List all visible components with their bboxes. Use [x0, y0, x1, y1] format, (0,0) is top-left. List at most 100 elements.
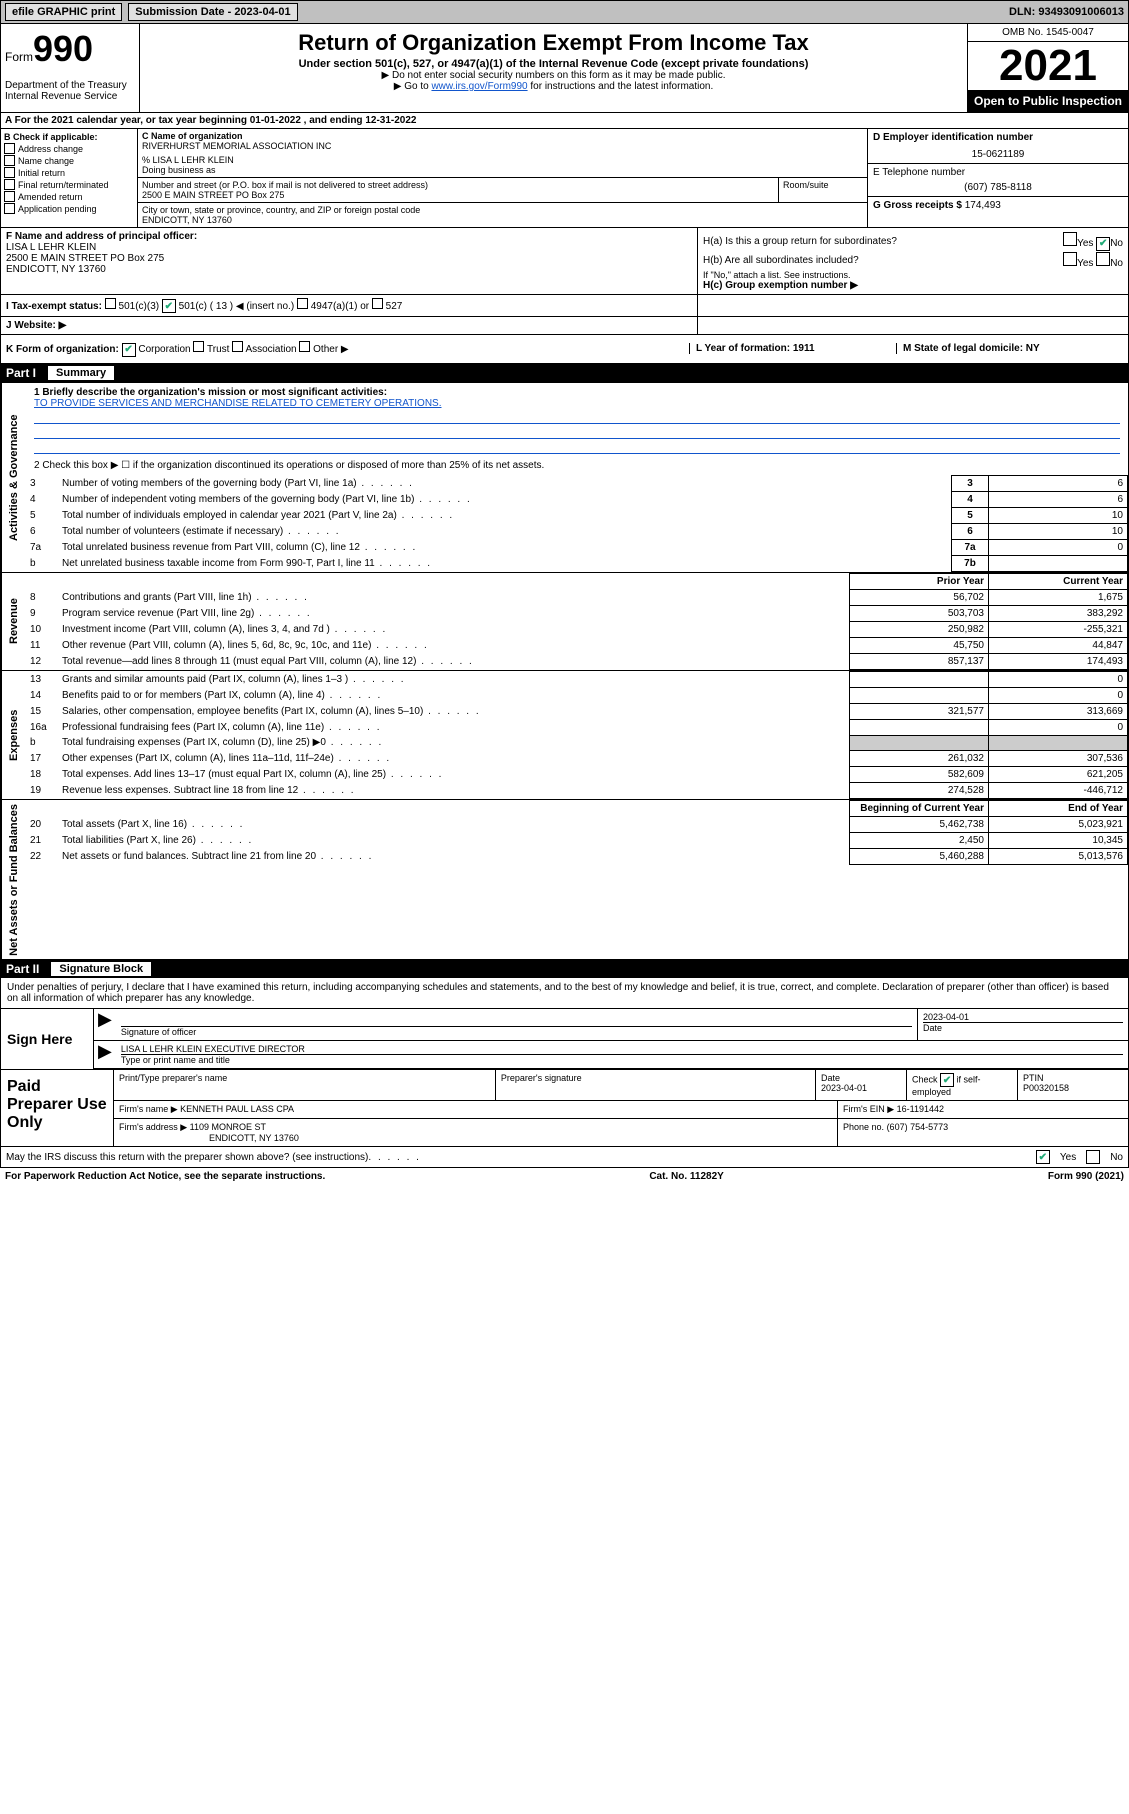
rev-table: Prior Year Current Year 8 Contributions …	[26, 573, 1128, 670]
c-name-label: C Name of organization	[142, 131, 863, 141]
page-footer: For Paperwork Reduction Act Notice, see …	[0, 1168, 1129, 1185]
table-row: 17 Other expenses (Part IX, column (A), …	[26, 750, 1128, 766]
ha-yes[interactable]	[1063, 232, 1077, 246]
prep-date-hdr: Date	[821, 1073, 840, 1083]
note-2: ▶ Go to www.irs.gov/Form990 for instruct…	[146, 81, 961, 92]
tel-label: E Telephone number	[873, 167, 1123, 178]
col-c: C Name of organization RIVERHURST MEMORI…	[138, 129, 867, 227]
section-fh: F Name and address of principal officer:…	[0, 228, 1129, 295]
ein-value: 15-0621189	[873, 149, 1123, 160]
lbl-trust: Trust	[207, 344, 229, 355]
chk-address-change[interactable]	[4, 143, 15, 154]
prep-selfemp: Check	[912, 1075, 940, 1085]
table-row: 19 Revenue less expenses. Subtract line …	[26, 782, 1128, 798]
form-header: Form990 Department of the Treasury Inter…	[0, 24, 1129, 113]
lbl-other: Other ▶	[313, 344, 348, 355]
note2-post: for instructions and the latest informat…	[528, 81, 714, 92]
chk-501c3[interactable]	[105, 298, 116, 309]
firm-name: KENNETH PAUL LASS CPA	[180, 1104, 294, 1114]
gross-value: 174,493	[965, 200, 1001, 211]
phone-val: (607) 754-5773	[887, 1122, 949, 1132]
firm-ein: 16-1191442	[897, 1104, 944, 1114]
part2-title: Signature Block	[51, 962, 151, 976]
summary-gov: Activities & Governance 1 Briefly descri…	[0, 382, 1129, 573]
col-f: F Name and address of principal officer:…	[1, 228, 698, 294]
sig-date: 2023-04-01	[923, 1012, 1123, 1022]
header-left: Form990 Department of the Treasury Inter…	[1, 24, 140, 112]
table-row: 11 Other revenue (Part VIII, column (A),…	[26, 637, 1128, 653]
form-number: 990	[33, 28, 93, 69]
ptin-hdr: PTIN	[1023, 1073, 1044, 1083]
table-row: Prior Year Current Year	[26, 573, 1128, 589]
side-gov: Activities & Governance	[1, 383, 26, 572]
table-row: 7a Total unrelated business revenue from…	[26, 539, 1128, 555]
f-addr1: 2500 E MAIN STREET PO Box 275	[6, 253, 692, 264]
paid-label: Paid Preparer Use Only	[1, 1070, 114, 1146]
firm-ein-lbl: Firm's EIN ▶	[843, 1104, 894, 1114]
lbl-app-pending: Application pending	[18, 204, 97, 214]
footer-left: For Paperwork Reduction Act Notice, see …	[5, 1171, 325, 1182]
chk-selfemp[interactable]	[940, 1073, 954, 1087]
footer-mid: Cat. No. 11282Y	[649, 1171, 723, 1182]
prep-name-hdr: Print/Type preparer's name	[114, 1070, 496, 1100]
mission-label: 1 Briefly describe the organization's mi…	[34, 387, 1120, 398]
firm-addr-lbl: Firm's address ▶	[119, 1122, 187, 1132]
side-net: Net Assets or Fund Balances	[1, 800, 26, 960]
may-yes[interactable]	[1036, 1150, 1050, 1164]
chk-final-return[interactable]	[4, 179, 15, 190]
chk-501c[interactable]	[162, 299, 176, 313]
lbl-final-return: Final return/terminated	[18, 180, 109, 190]
form-label: Form	[5, 50, 33, 64]
prep-sig-hdr: Preparer's signature	[496, 1070, 816, 1100]
hb-yes-lbl: Yes	[1077, 258, 1093, 269]
chk-assoc[interactable]	[232, 341, 243, 352]
chk-other[interactable]	[299, 341, 310, 352]
firm-name-lbl: Firm's name ▶	[119, 1104, 178, 1114]
form990-link[interactable]: www.irs.gov/Form990	[431, 81, 527, 92]
col-b-checkboxes: B Check if applicable: Address change Na…	[1, 129, 138, 227]
form-title: Return of Organization Exempt From Incom…	[146, 30, 961, 56]
firm-addr2: ENDICOTT, NY 13760	[209, 1133, 299, 1143]
city-label: City or town, state or province, country…	[142, 205, 863, 215]
chk-app-pending[interactable]	[4, 203, 15, 214]
care-of: % LISA L LEHR KLEIN	[142, 155, 863, 165]
chk-4947[interactable]	[297, 298, 308, 309]
col-d: D Employer identification number 15-0621…	[867, 129, 1128, 227]
hb-no[interactable]	[1096, 252, 1110, 266]
section-bcd: B Check if applicable: Address change Na…	[0, 129, 1129, 228]
part1-title: Summary	[48, 366, 114, 380]
lbl-address-change: Address change	[18, 144, 83, 154]
submission-date-btn[interactable]: Submission Date - 2023-04-01	[128, 3, 297, 21]
chk-corp[interactable]	[122, 343, 136, 357]
ha-no[interactable]	[1096, 237, 1110, 251]
may-no[interactable]	[1086, 1150, 1100, 1164]
table-row: 5 Total number of individuals employed i…	[26, 507, 1128, 523]
officer-label: Type or print name and title	[121, 1054, 1123, 1065]
addr-value: 2500 E MAIN STREET PO Box 275	[142, 190, 774, 200]
row-a-period: A For the 2021 calendar year, or tax yea…	[0, 113, 1129, 129]
table-row: 14 Benefits paid to or for members (Part…	[26, 687, 1128, 703]
lbl-4947: 4947(a)(1) or	[311, 301, 369, 312]
chk-trust[interactable]	[193, 341, 204, 352]
chk-amended[interactable]	[4, 191, 15, 202]
row-klm: K Form of organization: Corporation Trus…	[0, 335, 1129, 364]
mission-block: 1 Briefly describe the organization's mi…	[26, 383, 1128, 475]
chk-name-change[interactable]	[4, 155, 15, 166]
tax-year: 2021	[968, 42, 1128, 90]
footer-right: Form 990 (2021)	[1048, 1171, 1124, 1182]
gross-label: G Gross receipts $	[873, 200, 962, 211]
tel-value: (607) 785-8118	[873, 182, 1123, 193]
lbl-527: 527	[386, 301, 403, 312]
paid-preparer-block: Paid Preparer Use Only Print/Type prepar…	[0, 1070, 1129, 1147]
summary-rev: Revenue Prior Year Current Year 8 Contri…	[0, 573, 1129, 671]
efile-btn[interactable]: efile GRAPHIC print	[5, 3, 122, 21]
open-public-badge: Open to Public Inspection	[968, 90, 1128, 112]
sig-officer-label: Signature of officer	[121, 1026, 912, 1037]
hb-yes[interactable]	[1063, 252, 1077, 266]
chk-initial-return[interactable]	[4, 167, 15, 178]
lbl-name-change: Name change	[18, 156, 74, 166]
hc-label: H(c) Group exemption number ▶	[703, 280, 1123, 291]
chk-527[interactable]	[372, 298, 383, 309]
may-no-lbl: No	[1110, 1152, 1123, 1163]
exp-table: 13 Grants and similar amounts paid (Part…	[26, 671, 1128, 799]
